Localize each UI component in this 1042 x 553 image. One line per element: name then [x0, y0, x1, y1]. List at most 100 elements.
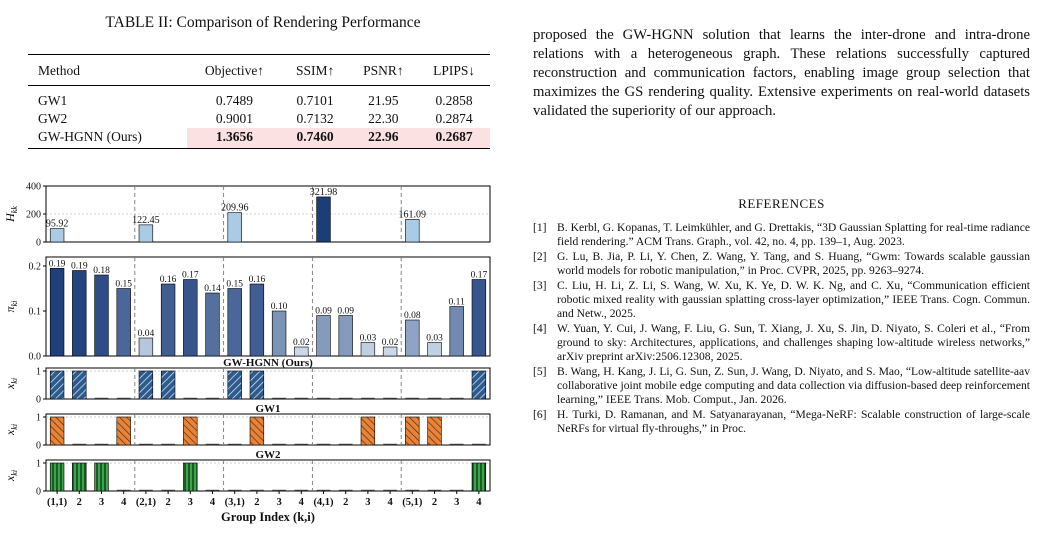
- panel-title: GW-HGNN (Ours): [223, 357, 313, 369]
- reference-text: G. Lu, B. Jia, P. Li, Y. Chen, Z. Wang, …: [557, 249, 1030, 278]
- pi-bar: [249, 283, 265, 357]
- table-cell: 0.7460: [281, 128, 349, 149]
- x-tick-label: 2: [254, 497, 259, 508]
- reference-item: [3] C. Liu, H. Li, Z. Li, S. Wang, W. Xu,…: [533, 279, 1030, 322]
- table-cell: 22.30: [368, 111, 399, 126]
- panel-title: GW1: [255, 403, 280, 415]
- x-tick-label: 4: [210, 497, 216, 508]
- selection-bar: [116, 416, 131, 446]
- reference-text: W. Yuan, Y. Cui, J. Wang, F. Liu, G. Sun…: [557, 321, 1030, 364]
- x-tick-label: 2: [343, 497, 348, 508]
- pi-bar: [471, 279, 487, 357]
- pi-bar: [116, 288, 131, 357]
- reference-number: [4]: [533, 321, 547, 335]
- x-tick-label: 4: [299, 497, 305, 508]
- reference-item: [1] B. Kerbl, G. Kopanas, T. Leimkühler, …: [533, 221, 1030, 249]
- reference-text: C. Liu, H. Li, Z. Li, S. Wang, W. Xu, K.…: [557, 278, 1030, 321]
- table-cell: 0.7489: [215, 93, 253, 108]
- header-ssim: SSIM↑: [281, 54, 349, 86]
- header-method: Method: [28, 54, 188, 86]
- y-tick-label: 0: [36, 238, 41, 249]
- hkk-value-label: 95.92: [46, 219, 69, 230]
- pi-value-label: 0.15: [115, 280, 132, 290]
- hkk-value-label: 122.45: [132, 215, 160, 226]
- pi-bar: [427, 342, 442, 357]
- reference-item: [4] W. Yuan, Y. Cui, J. Wang, F. Liu, G. …: [533, 322, 1030, 365]
- pi-value-label: 0.19: [71, 262, 88, 272]
- selection-bar: [160, 370, 176, 400]
- y-tick-label: 0.1: [29, 307, 42, 318]
- pi-value-label: 0.03: [360, 334, 377, 344]
- panel-title: GW2: [255, 449, 281, 461]
- table-cell: 0.2874: [435, 111, 473, 126]
- reference-number: [5]: [533, 365, 547, 379]
- pi-bar: [160, 283, 176, 357]
- y-tick-label: 0: [36, 441, 41, 452]
- selection-bar: [49, 416, 65, 446]
- selection-bar: [72, 370, 87, 400]
- pi-value-label: 0.04: [138, 329, 155, 339]
- selection-bar: [405, 416, 420, 446]
- x-tick-label: 4: [121, 497, 127, 508]
- y-tick-label: 0.2: [29, 262, 42, 273]
- table-cell: 0.9001: [215, 111, 253, 126]
- pi-bar: [382, 346, 398, 357]
- x-axis-label: xki: [3, 424, 19, 436]
- pi-bar: [360, 342, 376, 357]
- pi-value-label: 0.02: [293, 338, 310, 348]
- pi-value-label: 0.09: [315, 307, 332, 317]
- references-list: [1] B. Kerbl, G. Kopanas, T. Leimkühler, …: [533, 221, 1030, 437]
- hkk-bar: [49, 228, 65, 243]
- reference-item: [6] H. Turki, D. Ramanan, and M. Satyanar…: [533, 408, 1030, 436]
- pi-value-label: 0.11: [449, 298, 466, 308]
- hkk-value-label: 161.09: [399, 209, 427, 220]
- panel-frame: [45, 459, 491, 492]
- table-cell: 0.7132: [296, 111, 334, 126]
- header-psnr: PSNR↑: [348, 54, 419, 86]
- selection-bar: [138, 370, 154, 400]
- x-axis-label: xki: [3, 378, 19, 390]
- table-cell: 0.2687: [418, 128, 490, 149]
- selection-bar: [427, 416, 442, 446]
- pi-value-label: 0.17: [471, 271, 488, 281]
- pi-value-label: 0.17: [182, 271, 199, 281]
- hkk-value-label: 321.98: [310, 187, 338, 198]
- x-tick-label: 3: [454, 497, 459, 508]
- pi-value-label: 0.16: [160, 275, 177, 285]
- hkk-bar: [227, 212, 242, 243]
- panel-frame: [45, 413, 491, 446]
- pi-bar: [316, 315, 331, 357]
- pi-bar: [449, 306, 464, 357]
- pi-bar: [205, 292, 220, 357]
- reference-text: B. Kerbl, G. Kopanas, T. Leimkühler, and…: [557, 221, 1030, 249]
- header-objective: Objective↑: [187, 54, 282, 86]
- table-cell: GW1: [38, 93, 68, 108]
- table-cell: GW-HGNN (Ours): [28, 128, 188, 149]
- reference-item: [2] G. Lu, B. Jia, P. Li, Y. Chen, Z. Wan…: [533, 250, 1030, 278]
- references-heading: REFERENCES: [738, 196, 825, 211]
- x-tick-label: (3,1): [225, 497, 246, 508]
- selection-bar: [360, 416, 376, 446]
- x-axis-label: xki: [3, 470, 19, 482]
- pi-bar: [227, 288, 242, 357]
- x-tick-label: 4: [476, 497, 482, 508]
- selection-bar: [49, 370, 65, 400]
- pi-value-label: 0.15: [226, 280, 243, 290]
- x-tick-label: (4,1): [313, 497, 334, 508]
- selection-bar: [183, 416, 198, 446]
- pi-bar: [183, 279, 198, 357]
- pi-bar: [271, 310, 287, 357]
- reference-number: [3]: [533, 278, 547, 292]
- pi-bar: [294, 346, 309, 357]
- pi-value-label: 0.19: [49, 259, 66, 269]
- performance-table: Method Objective↑ SSIM↑ PSNR↑ LPIPS↓ GW1…: [28, 54, 490, 149]
- y-tick-label: 200: [26, 210, 41, 221]
- reference-text: H. Turki, D. Ramanan, and M. Satyanaraya…: [557, 408, 1030, 436]
- header-lpips: LPIPS↓: [418, 54, 490, 86]
- y-tick-label: 1: [36, 413, 41, 424]
- selection-bar: [471, 370, 487, 400]
- pi-value-label: 0.10: [271, 302, 288, 312]
- pi-bar: [138, 337, 154, 357]
- x-tick-label: 2: [165, 497, 170, 508]
- selection-bar: [72, 462, 87, 492]
